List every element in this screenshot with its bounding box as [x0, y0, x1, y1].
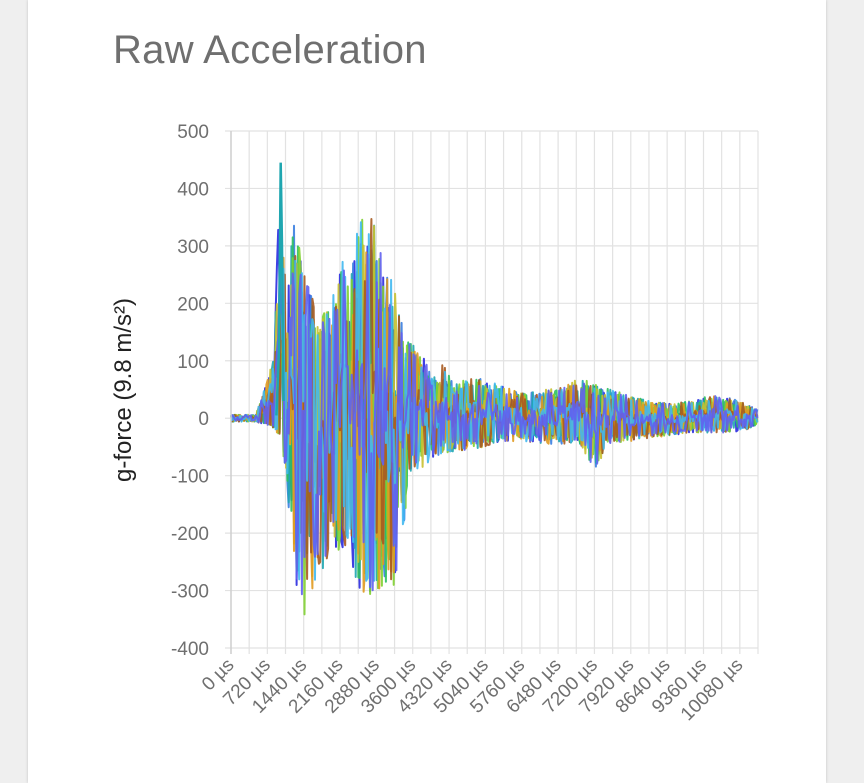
peak-series-line: [275, 162, 285, 416]
y-tick-labels: 500 400 300 200 100 0 -100 -200 -300 -400: [171, 122, 209, 660]
chart-title: Raw Acceleration: [113, 28, 427, 72]
y-axis-label: g-force (9.8 m/s²): [110, 298, 137, 482]
y-tick-label: -300: [171, 582, 209, 603]
y-tick-label: 200: [177, 294, 209, 315]
y-tick-label: 100: [177, 352, 209, 373]
y-tick-label: 0: [198, 409, 209, 430]
y-tick-label: 300: [177, 237, 209, 258]
y-tick-label: 400: [177, 179, 209, 200]
y-tick-label: -200: [171, 524, 209, 545]
y-tick-label: -400: [171, 639, 209, 660]
series-group: [230, 162, 759, 616]
y-tick-label: 500: [177, 122, 209, 143]
y-tick-label: -100: [171, 467, 209, 488]
series-line: [230, 252, 759, 596]
